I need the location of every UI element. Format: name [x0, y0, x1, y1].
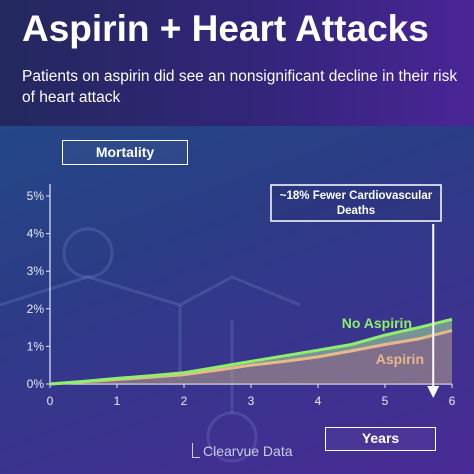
y-axis-label-tag: Mortality	[62, 140, 188, 165]
decor-circle-bottom	[206, 411, 258, 463]
decor-circle-left	[62, 227, 114, 279]
x-tick-label: 5	[382, 394, 389, 408]
x-tick-label: 3	[248, 394, 255, 408]
brand-logo: Clearvue Data	[192, 443, 293, 459]
x-tick-label: 6	[449, 394, 456, 408]
area-aspirin	[50, 330, 452, 384]
x-tick-label: 2	[181, 394, 188, 408]
x-tick-label: 1	[114, 394, 121, 408]
x-tick-label: 4	[315, 394, 322, 408]
line-no-aspirin	[49, 317, 453, 386]
y-tick-label: 5%	[27, 189, 45, 203]
y-tick-label: 1%	[27, 339, 45, 353]
y-tick-label: 0%	[27, 377, 45, 391]
background-molecule-decoration	[0, 227, 301, 463]
annotation-text-line2: Deaths	[337, 205, 375, 217]
page-title: Aspirin + Heart Attacks	[22, 8, 429, 49]
series-label-no-aspirin: No Aspirin	[342, 315, 412, 331]
brand-icon	[192, 443, 200, 458]
chart-series	[49, 317, 453, 386]
annotation-arrow-head	[427, 386, 440, 398]
header-banner: Aspirin + Heart Attacks Patients on aspi…	[0, 0, 474, 126]
annotation-text-line1: ~18% Fewer Cardiovascular	[280, 190, 433, 202]
y-tick-label: 3%	[27, 264, 45, 278]
brand-name: Clearvue Data	[203, 443, 293, 459]
x-tick-label: 0	[47, 394, 54, 408]
decor-bond-line	[0, 275, 301, 307]
y-tick-label: 2%	[27, 302, 45, 316]
series-label-aspirin: Aspirin	[376, 351, 424, 367]
x-axis-label-tag: Years	[325, 427, 436, 451]
annotation-box	[270, 184, 442, 222]
page-subtitle: Patients on aspirin did see an nonsignif…	[22, 68, 458, 106]
chart-labels: No Aspirin Aspirin ~18% Fewer Cardiovascul…	[270, 184, 442, 398]
y-tick-label: 4%	[27, 227, 45, 241]
